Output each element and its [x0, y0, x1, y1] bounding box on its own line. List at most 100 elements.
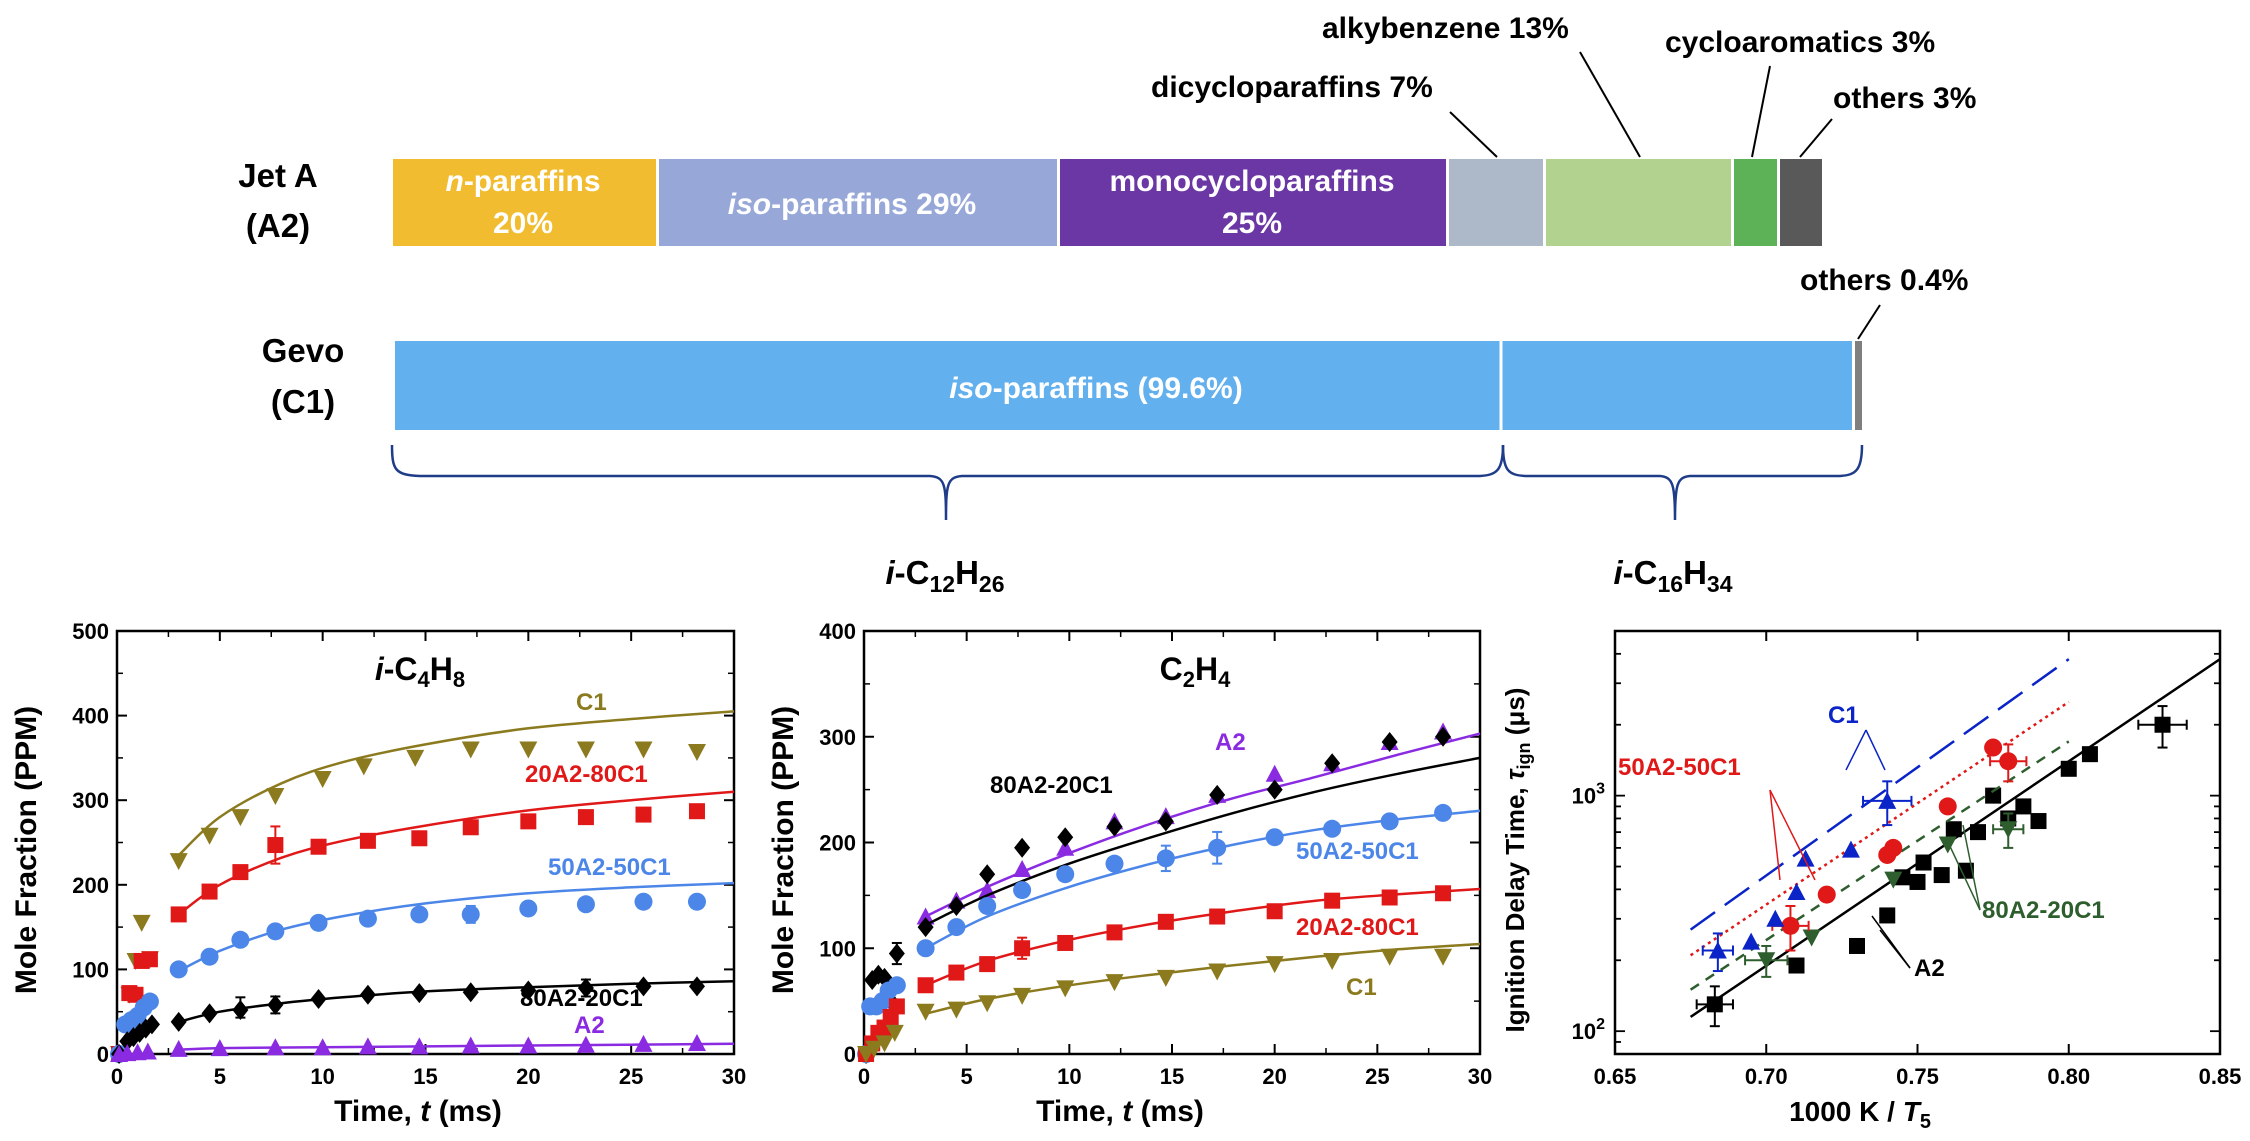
point-c1	[169, 853, 188, 871]
point-80a2-20c1	[917, 917, 934, 938]
point-a2	[1849, 937, 1865, 954]
callout-line-alkybenzene	[1579, 51, 1641, 158]
point-80a2-20c1	[520, 980, 537, 1001]
point-80a2-20c1	[688, 976, 705, 997]
point-c1	[132, 914, 151, 932]
point-50a2-50c1	[947, 918, 966, 937]
x-tick-label: 5	[961, 1064, 973, 1089]
chart3-plot: 0.65 0.70 0.75 0.80 0.85 102 103 C1 50A2-50C1 80A…	[1572, 629, 2241, 1089]
point-50a2-50c1	[410, 905, 429, 924]
surrogate-c12: i-C12H26	[885, 554, 1004, 597]
point-50a2-50c1	[1938, 797, 1957, 816]
point-80a2-20c1	[888, 943, 905, 964]
point-50a2-50c1	[1105, 854, 1124, 873]
x-tick-label: 0.80	[2047, 1064, 2090, 1089]
series-label-80a2-20c1: 80A2-20C1	[990, 772, 1113, 799]
y-tick-label: 100	[72, 957, 109, 982]
point-a2	[2154, 716, 2171, 733]
chart-c2h4: C2H4 Time, t (ms) Mole Fraction (PPM)	[767, 651, 1231, 1128]
point-c1	[1766, 909, 1785, 927]
point-c1	[1841, 840, 1860, 858]
x-tick-label: 5	[214, 1064, 226, 1089]
y-tick-label: 100	[819, 936, 856, 961]
label-n-paraffins-pct: 20%	[493, 207, 553, 240]
point-20a2-80c1	[520, 813, 537, 830]
point-c1	[1323, 952, 1342, 970]
point-80a2-20c1	[201, 1003, 218, 1024]
point-80a2-20c1	[1802, 929, 1821, 947]
x-tick-label: 30	[1468, 1064, 1492, 1089]
point-20a2-80c1	[359, 832, 376, 849]
point-20a2-80c1	[201, 883, 218, 900]
point-80a2-20c1	[979, 864, 996, 885]
point-a2	[1945, 821, 1962, 838]
fit-line-c1	[177, 710, 735, 857]
point-80a2-20c1	[1938, 836, 1957, 854]
point-50a2-50c1	[461, 905, 480, 924]
segment-monocycloparaffins	[1060, 159, 1446, 246]
point-a2	[461, 1036, 480, 1054]
chart-ignition-delay: 1000 K / T5 Ignition Delay Time, τign (μ…	[1500, 688, 1931, 1133]
callout-dicycloparaffins: dicycloparaffins 7%	[1151, 71, 1433, 104]
point-c1	[1056, 980, 1075, 998]
point-a2	[2030, 813, 2047, 830]
series-label-50a2-50c1: 50A2-50C1	[548, 854, 671, 881]
series-50a2-50c1	[857, 803, 1481, 1063]
point-c1	[1434, 948, 1453, 966]
chart-i-c4h8: i-C4H8 Time, t (ms) Mole Fraction (PPM)	[10, 651, 502, 1128]
point-20a2-80c1	[1057, 934, 1074, 951]
point-20a2-80c1	[688, 803, 705, 820]
series-80a2-20c1	[858, 726, 1481, 1064]
point-80a2-20c1	[1106, 816, 1123, 837]
point-c1	[1878, 791, 1897, 809]
point-80a2-20c1	[232, 1000, 249, 1021]
point-20a2-80c1	[917, 977, 934, 994]
point-50a2-50c1	[1265, 828, 1284, 847]
point-20a2-80c1	[1324, 892, 1341, 909]
point-80a2-20c1	[119, 1031, 136, 1052]
point-80a2-20c1	[1057, 827, 1074, 848]
series-c1	[857, 942, 1481, 1063]
point-20a2-80c1	[577, 809, 594, 826]
point-80a2-20c1	[1435, 726, 1452, 747]
series-label-20a2-80c1: 20A2-80C1	[525, 761, 648, 788]
point-50a2-50c1	[1323, 819, 1342, 838]
point-a2	[1879, 907, 1896, 924]
point-50a2-50c1	[634, 892, 653, 911]
point-a2	[169, 1039, 188, 1057]
point-c1	[266, 787, 285, 805]
point-a2	[410, 1037, 429, 1055]
point-20a2-80c1	[1106, 924, 1123, 941]
series-label-c1: C1	[1828, 702, 1859, 729]
point-50a2-50c1	[916, 939, 935, 958]
series-label-50a2-50c1: 50A2-50C1	[1296, 838, 1419, 865]
point-80a2-20c1	[1014, 837, 1031, 858]
point-80a2-20c1	[411, 983, 428, 1004]
segment-cycloaromatics	[1734, 159, 1777, 246]
label-monocycloparaffins-pct: 25%	[1222, 207, 1282, 240]
x-tick-label: 25	[1365, 1064, 1389, 1089]
point-c1	[1208, 963, 1227, 981]
chart2-plot: 0 5 10 15 20 25 300100200300400A280A2-20C150A2…	[819, 619, 1492, 1089]
point-a2	[138, 1042, 157, 1060]
x-tick-label: 0.70	[1745, 1064, 1788, 1089]
series-label-c1: C1	[1346, 974, 1377, 1001]
point-50a2-50c1	[140, 992, 159, 1011]
point-20a2-80c1	[1435, 885, 1452, 902]
point-c1	[1380, 948, 1399, 966]
fit-line-c1	[1689, 658, 2070, 931]
point-20a2-80c1	[979, 956, 996, 973]
series-label-c1: C1	[576, 689, 607, 716]
point-a2	[1056, 838, 1075, 856]
y-tick-label: 103	[1572, 781, 1605, 809]
point-a2	[1013, 859, 1032, 877]
point-a2	[210, 1039, 229, 1057]
x-tick-label: 15	[1160, 1064, 1184, 1089]
label-leader-50a2-50c1	[1769, 789, 1816, 881]
point-c1	[947, 1001, 966, 1019]
callout-line-others-jeta	[1799, 118, 1833, 158]
fit-line-a2	[925, 732, 1481, 918]
chart1-xlabel: Time, t (ms)	[334, 1095, 502, 1128]
point-50a2-50c1	[1056, 865, 1075, 884]
series-label-20a2-80c1: 20A2-80C1	[1296, 914, 1419, 941]
